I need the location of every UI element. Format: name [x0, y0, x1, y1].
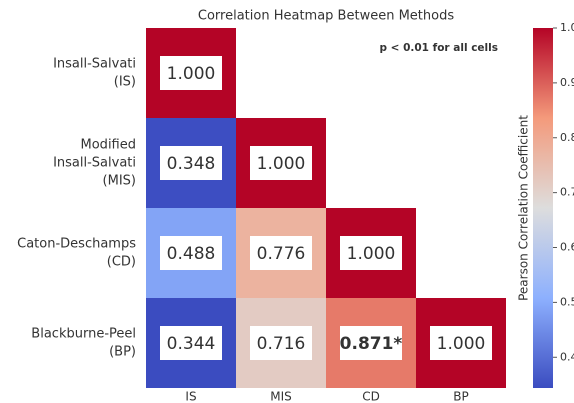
value-label: 1.000: [347, 244, 396, 264]
x-tick-label: CD: [362, 390, 380, 403]
colorbar-tick-label: 0.5: [560, 295, 574, 308]
y-tick-label: Blackburne-Peel: [31, 327, 136, 342]
value-label: 1.000: [167, 64, 216, 84]
value-label: 0.488: [167, 244, 216, 264]
colorbar-tick-label: 0.9: [560, 76, 574, 89]
value-label: 0.348: [167, 154, 216, 174]
y-tick-label: (IS): [114, 75, 136, 90]
y-tick-label: (BP): [109, 345, 136, 360]
y-tick-label: (CD): [107, 255, 136, 270]
y-tick-label: Insall-Salvati: [53, 156, 136, 171]
value-label: 0.344: [167, 334, 216, 354]
colorbar-tick-label: 0.6: [560, 241, 574, 254]
label-box: [160, 146, 222, 180]
label-box: [250, 146, 312, 180]
value-label: 1.000: [437, 334, 486, 354]
colorbar-label: Pearson Correlation Coefficient: [517, 115, 531, 301]
label-box: [160, 236, 222, 270]
y-tick-label: (MIS): [103, 174, 136, 189]
y-tick-label: Insall-Salvati: [53, 57, 136, 72]
label-box: [160, 56, 222, 90]
annotation: p < 0.01 for all cells: [379, 42, 498, 54]
y-tick-label: Caton-Deschamps: [17, 237, 136, 252]
chart-title: Correlation Heatmap Between Methods: [198, 9, 454, 24]
label-box: [340, 326, 402, 360]
x-tick-label: IS: [185, 390, 196, 403]
colorbar-tick-label: 0.8: [560, 131, 574, 144]
colorbar-tick-label: 1.0: [560, 21, 574, 34]
x-tick-label: MIS: [270, 390, 292, 403]
value-label: 0.776: [257, 244, 306, 264]
y-tick-label: Modified: [81, 138, 136, 153]
label-box: [160, 326, 222, 360]
value-label: 1.000: [257, 154, 306, 174]
x-tick-label: BP: [453, 390, 468, 403]
value-label: 0.716: [257, 334, 306, 354]
label-box: [430, 326, 492, 360]
colorbar-tick-label: 0.4: [560, 350, 574, 363]
label-box: [250, 236, 312, 270]
value-label: 0.871*: [340, 334, 403, 354]
colorbar-tick-label: 0.7: [560, 186, 574, 199]
label-box: [340, 236, 402, 270]
colorbar: [533, 28, 553, 388]
label-box: [250, 326, 312, 360]
